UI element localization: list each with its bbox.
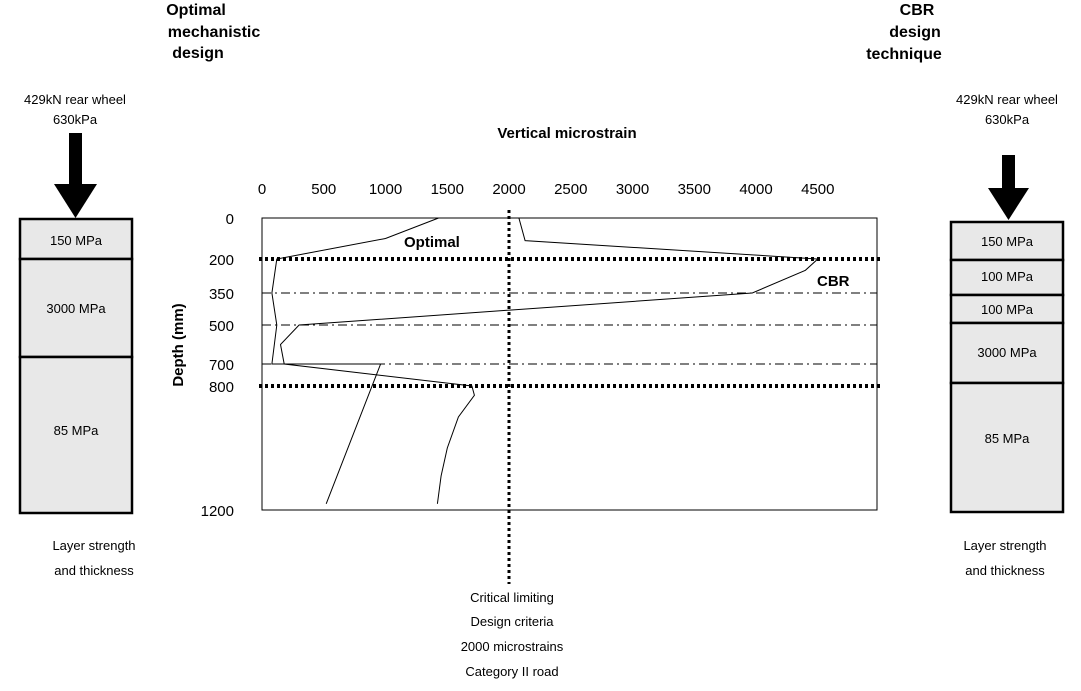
- annotation-line-4: Category II road: [465, 664, 558, 679]
- right-load-arrow-icon: [988, 155, 1029, 220]
- y-tick-label-3: 500: [209, 318, 234, 335]
- left-load-line-2: 630kPa: [53, 112, 98, 127]
- left-layer-3: [18, 355, 134, 515]
- x-tick-labels: 0 500 1000 1500 2000 2500 3000 3500 4000 4500: [258, 181, 835, 198]
- right-layer-column: 150 MPa 100 MPa 100 MPa 3000 MPa 85 MPa: [949, 220, 1065, 514]
- left-load-arrow-icon: [54, 133, 97, 218]
- annotation-line-2: Design criteria: [470, 614, 554, 629]
- x-tick-label-9: 4500: [801, 181, 834, 198]
- x-tick-label-2: 1000: [369, 181, 402, 198]
- right-load-line-2: 630kPa: [985, 112, 1030, 127]
- right-layer-3: [949, 293, 1065, 325]
- left-caption-line-1: Layer strength: [52, 538, 135, 553]
- left-layer-2: [18, 257, 134, 359]
- left-layer-column: 150 MPa 3000 MPa 85 MPa: [18, 217, 134, 515]
- left-load-line-1: 429kN rear wheel: [24, 92, 126, 107]
- left-title-line-2: mechanistic: [168, 24, 261, 41]
- strain-depth-chart: Vertical microstrain Depth (mm) 0 500 1000…: [170, 125, 880, 584]
- left-layer-2-label: 3000 MPa: [46, 301, 106, 316]
- x-tick-label-1: 500: [311, 181, 336, 198]
- y-tick-label-2: 350: [209, 286, 234, 303]
- left-layer-1-label: 150 MPa: [50, 233, 103, 248]
- annotation-line-1: Critical limiting: [470, 590, 554, 605]
- right-layer-3-label: 100 MPa: [981, 302, 1034, 317]
- right-title-line-2: design: [889, 24, 941, 41]
- x-tick-label-6: 3000: [616, 181, 649, 198]
- reference-lines: [259, 210, 880, 584]
- x-tick-label-5: 2500: [554, 181, 587, 198]
- left-title-line-1: Optimal: [166, 2, 226, 19]
- x-tick-label-8: 4000: [739, 181, 772, 198]
- right-title-line-1: CBR: [900, 2, 935, 19]
- right-layer-2-label: 100 MPa: [981, 269, 1034, 284]
- right-layer-5: [949, 381, 1065, 514]
- series-label-optimal: Optimal: [404, 234, 460, 251]
- right-layer-4-label: 3000 MPa: [977, 345, 1037, 360]
- x-tick-label-0: 0: [258, 181, 266, 198]
- y-tick-label-4: 700: [209, 357, 234, 374]
- series-line-optimal: [271, 217, 439, 504]
- y-tick-label-5: 800: [209, 379, 234, 396]
- x-axis-label: Vertical microstrain: [497, 125, 636, 142]
- right-caption-line-2: and thickness: [965, 563, 1045, 578]
- x-tick-label-3: 1500: [431, 181, 464, 198]
- right-title-line-3: technique: [866, 46, 942, 63]
- right-layer-1-label: 150 MPa: [981, 234, 1034, 249]
- series-lines: [271, 217, 820, 504]
- x-tick-label-7: 3500: [678, 181, 711, 198]
- right-layer-1: [949, 220, 1065, 262]
- left-title-line-3: design: [172, 45, 224, 62]
- series-label-cbr: CBR: [817, 273, 850, 290]
- left-layer-3-label: 85 MPa: [54, 423, 100, 438]
- left-caption-line-2: and thickness: [54, 563, 134, 578]
- right-caption-line-1: Layer strength: [963, 538, 1046, 553]
- right-load-line-1: 429kN rear wheel: [956, 92, 1058, 107]
- y-axis-label: Depth (mm): [170, 303, 187, 386]
- y-tick-label-1: 200: [209, 252, 234, 269]
- y-tick-labels: 0 200 350 500 700 800 1200: [201, 211, 234, 520]
- right-layer-5-label: 85 MPa: [985, 431, 1031, 446]
- x-tick-label-4: 2000: [492, 181, 525, 198]
- y-tick-label-6: 1200: [201, 503, 234, 520]
- annotation-line-3: 2000 microstrains: [461, 639, 564, 654]
- series-line-cbr: [279, 217, 820, 504]
- y-tick-label-0: 0: [226, 211, 234, 228]
